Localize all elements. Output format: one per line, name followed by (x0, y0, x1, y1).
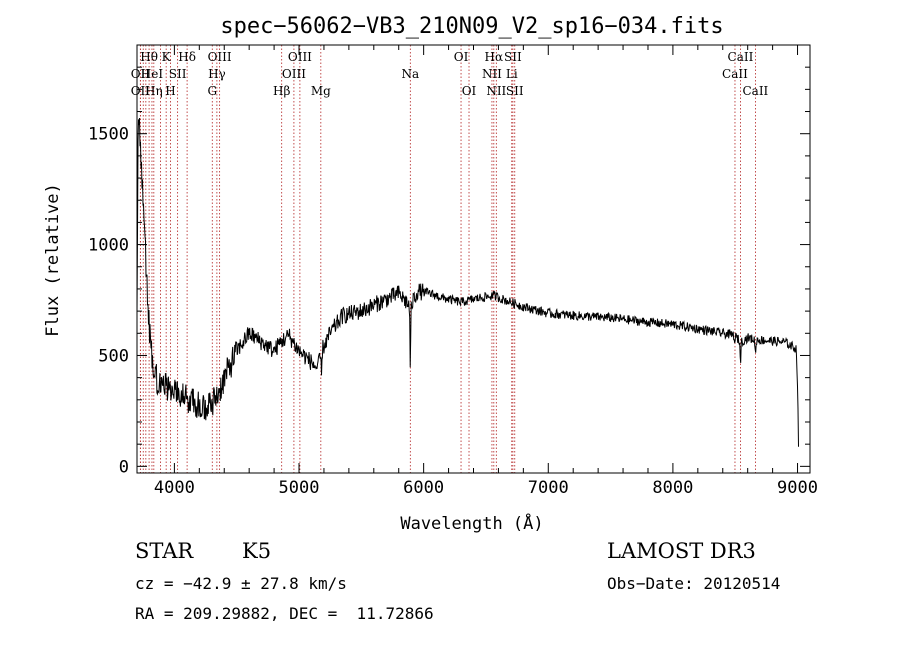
line-marker-label-8: K (162, 50, 172, 64)
line-marker-label-28: CaII (722, 67, 748, 81)
object-class: STAR (135, 539, 194, 563)
line-marker-label-11: Hδ (178, 50, 196, 64)
y-tick-label-500: 500 (98, 346, 129, 366)
line-marker-label-13: Hγ (208, 67, 226, 81)
line-marker-label-20: OI (454, 50, 469, 64)
line-marker-label-26: SII (504, 50, 522, 64)
redshift-readout: cz = −42.9 ± 27.8 km/s (135, 574, 347, 593)
line-marker-label-18: Mg (311, 84, 331, 98)
line-marker-label-30: CaII (742, 84, 768, 98)
observation-date: Obs−Date: 20120514 (607, 574, 781, 593)
x-tick-labels: 4000 5000 6000 7000 8000 9000 (154, 478, 818, 498)
line-marker-label-9: H (165, 84, 175, 98)
y-tick-label-1000: 1000 (88, 236, 129, 256)
x-tick-label-7000: 7000 (528, 478, 569, 498)
y-tick-labels: 0 500 1000 1500 (88, 125, 129, 478)
x-axis-label: Wavelength (Å) (400, 512, 543, 534)
line-marker-label-15: Hβ (273, 84, 290, 98)
line-marker-label-10: SII (169, 67, 187, 81)
line-marker-label-0: OII (131, 67, 151, 81)
y-tick-label-0: 0 (119, 457, 129, 477)
line-marker-label-16: OIII (282, 67, 306, 81)
x-tick-label-8000: 8000 (652, 478, 693, 498)
line-marker-label-25: Li (506, 67, 518, 81)
line-marker-label-23: Hα (485, 50, 504, 64)
survey-name: LAMOST DR3 (607, 539, 756, 563)
x-tick-label-4000: 4000 (154, 478, 195, 498)
line-marker-label-14: OIII (208, 50, 232, 64)
line-marker-label-24: NII (486, 84, 506, 98)
line-marker-label-4: Hθ (140, 50, 158, 64)
y-axis-label: Flux (relative) (43, 183, 63, 337)
x-tick-label-6000: 6000 (403, 478, 444, 498)
line-marker-label-27: SII (506, 84, 524, 98)
plot-frame (136, 44, 811, 474)
line-marker-label-6: Hη (145, 84, 163, 98)
line-marker-label-19: Na (401, 67, 419, 81)
x-tick-label-9000: 9000 (777, 478, 818, 498)
x-tick-label-5000: 5000 (279, 478, 320, 498)
axis-ticks (137, 45, 810, 473)
chart-title: spec−56062−VB3_210N09_V2_sp16−034.fits (220, 14, 723, 39)
line-marker-label-21: OI (462, 84, 477, 98)
line-marker-label-12: G (207, 84, 217, 98)
line-marker-label-22: NII (482, 67, 502, 81)
subclass: K5 (242, 539, 272, 563)
line-marker-label-1: OII (131, 84, 151, 98)
line-marker-labels: OII OII Hθ HeI Hη K H SII Hδ G Hγ OIII Hβ OIII OIII Mg N… (131, 50, 769, 98)
line-marker-label-5: HeI (141, 67, 164, 81)
y-tick-label-1500: 1500 (88, 125, 129, 145)
line-marker-label-17: OIII (288, 50, 312, 64)
line-markers (139, 45, 756, 473)
spectrum-line (136, 117, 799, 447)
line-marker-label-29: CaII (728, 50, 754, 64)
coordinates-readout: RA = 209.29882, DEC = 11.72866 (135, 604, 434, 623)
